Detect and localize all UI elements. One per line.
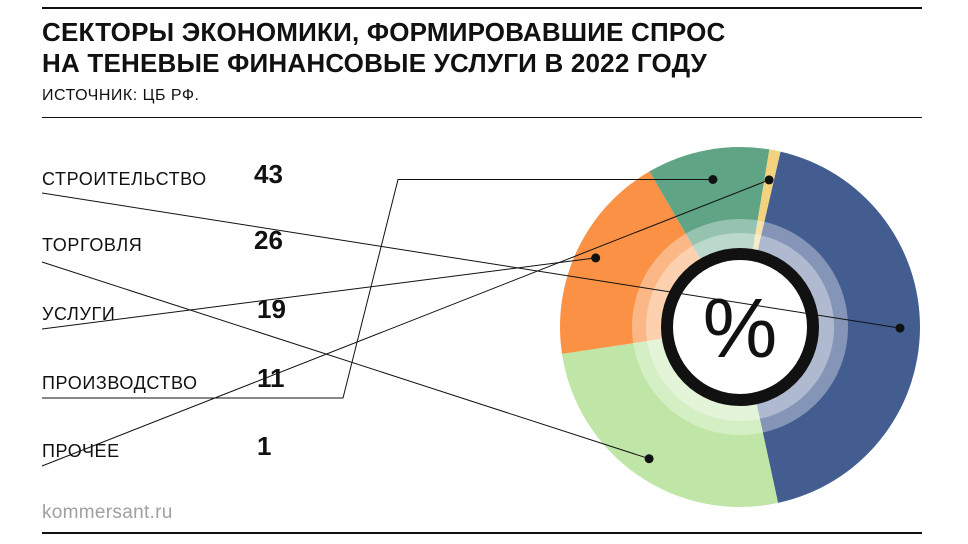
pie-slice-1 [740,151,920,503]
percent-symbol: % [703,281,778,375]
value-строительство: 43 [254,159,283,189]
leader-dot-услуги [591,253,601,263]
value-прочее: 1 [257,431,271,461]
chart-title-line-2: НА ТЕНЕВЫЕ ФИНАНСОВЫЕ УСЛУГИ В 2022 ГОДУ [42,48,707,78]
leader-dot-прочее [764,175,774,185]
bottom-rule [42,532,922,534]
leader-line-строительство [41,192,901,329]
label-услуги: УСЛУГИ [42,304,115,324]
leader-dot-строительство [895,323,905,333]
value-услуги: 19 [257,294,286,324]
value-торговля: 26 [254,225,283,255]
leader-line-услуги [41,257,596,330]
leader-dot-торговля [644,454,654,464]
chart-title-line-1: СЕКТОРЫ ЭКОНОМИКИ, ФОРМИРОВАВШИЕ СПРОС [42,17,726,47]
label-производство: ПРОИЗВОДСТВО [42,373,198,393]
label-прочее: ПРОЧЕЕ [42,441,120,461]
center-ring [661,248,819,406]
chart-title: СЕКТОРЫ ЭКОНОМИКИ, ФОРМИРОВАВШИЕ СПРОС Н… [42,17,902,79]
chart-source: ИСТОЧНИК: ЦБ РФ. [42,87,200,104]
label-строительство: СТРОИТЕЛЬСТВО [42,169,207,189]
category-labels: СТРОИТЕЛЬСТВО 43 ТОРГОВЛЯ 26 УСЛУГИ 19 ПРОИЗВО… [42,159,286,461]
leader-line-производство [42,179,713,399]
top-rule [42,7,922,9]
pie-center: % [632,219,848,435]
label-торговля: ТОРГОВЛЯ [42,235,142,255]
leader-lines [41,175,905,467]
leader-line-торговля [41,261,650,460]
brand-footer: kommersant.ru [42,502,173,523]
leader-dot-производство [708,175,718,184]
value-производство: 11 [257,363,285,393]
leader-line-прочее [41,179,770,467]
header-rule [42,117,922,118]
